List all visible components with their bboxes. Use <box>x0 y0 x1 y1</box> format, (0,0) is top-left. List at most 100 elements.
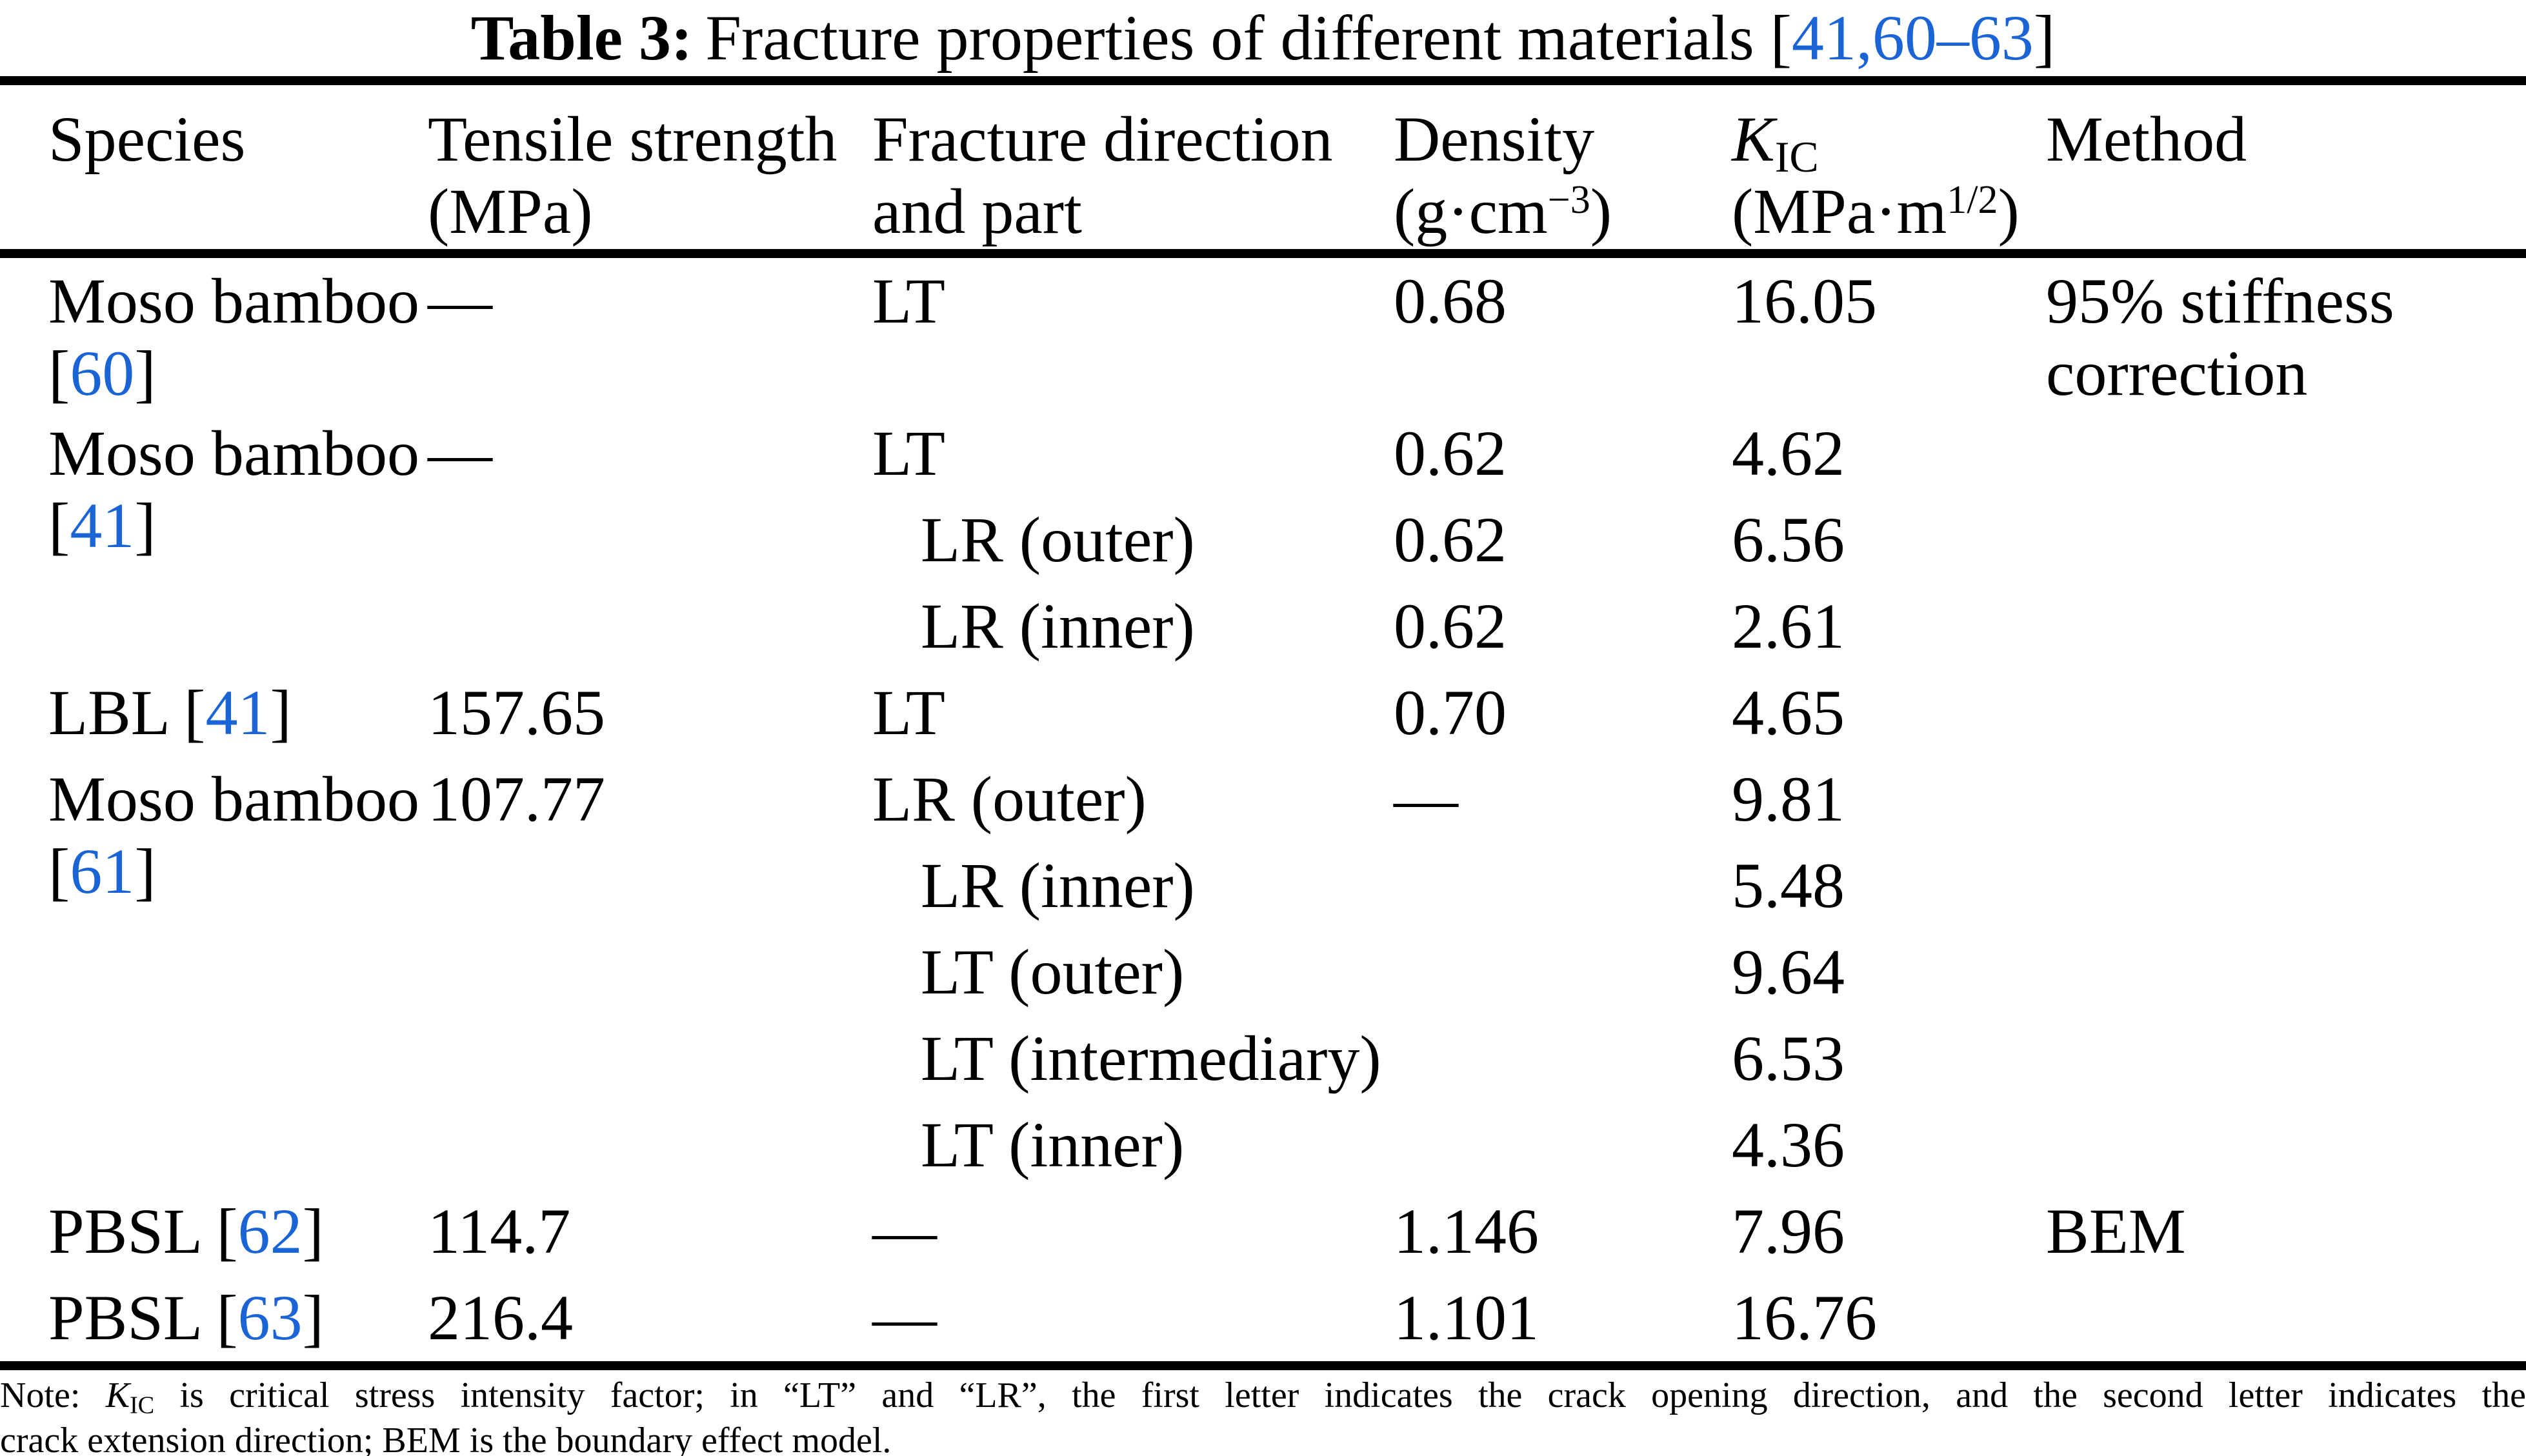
cell-kic: 4.36 <box>1732 1109 1845 1181</box>
header-row: Species Tensile strength (MPa) Fracture d… <box>0 85 2526 249</box>
cell-density: 0.62 <box>1394 504 1507 575</box>
cell-method <box>2046 670 2526 756</box>
table-row: Moso bamboo [60] — LT 0.68 16.05 95% stif… <box>0 258 2526 410</box>
table-row: LT (inner) 4.36 <box>0 1102 2526 1188</box>
cell-kic: 7.96 <box>1732 1195 1845 1267</box>
bracket-open: [ <box>48 490 70 561</box>
cell-density: 0.62 <box>1394 590 1507 662</box>
cell-tensile: 114.7 <box>428 1195 571 1267</box>
cell-kic: 9.64 <box>1732 936 1845 1008</box>
cell-kic: 9.81 <box>1732 763 1845 835</box>
citation-link[interactable]: 62 <box>237 1195 303 1267</box>
citation-link[interactable]: 61 <box>70 835 135 907</box>
cell-kic: 16.76 <box>1732 1282 1877 1353</box>
cell-fracture: LT (outer) <box>921 936 1185 1008</box>
cell-kic: 4.62 <box>1732 417 1845 489</box>
bracket-close: ] <box>134 337 156 409</box>
bracket-close: ] <box>302 1282 324 1353</box>
table-caption-text: Fracture properties of different materia… <box>705 2 1770 74</box>
kic-symbol: K <box>105 1375 130 1415</box>
header-bottom-rule <box>0 249 2526 258</box>
table-row: PBSL [63] 216.4 — 1.101 16.76 <box>0 1275 2526 1361</box>
cell-species: PBSL [63] <box>48 1282 324 1353</box>
table-bottom-rule <box>0 1361 2526 1370</box>
cell-tensile: 107.77 <box>428 763 605 835</box>
cell-species: LBL [41] <box>48 677 292 748</box>
table-row: PBSL [62] 114.7 — 1.146 7.96 BEM <box>0 1188 2526 1275</box>
bracket-open: [ <box>48 835 70 907</box>
cell-species: Moso bamboo [61] <box>48 763 419 907</box>
cell-tensile: — <box>428 417 492 489</box>
kic-subscript: IC <box>130 1391 155 1419</box>
cell-density: 1.146 <box>1394 1195 1539 1267</box>
bracket-close: ] <box>2033 2 2056 74</box>
kic-exponent: 1/2 <box>1947 178 1998 222</box>
kic-subscript: IC <box>1774 132 1819 181</box>
title-citation-link[interactable]: 41,60–63 <box>1791 2 2034 74</box>
cell-density: 0.62 <box>1394 417 1507 489</box>
fracture-properties-table-header: Species Tensile strength (MPa) Fracture d… <box>0 85 2526 249</box>
cell-density: 0.68 <box>1394 265 1507 337</box>
header-tensile-strength: Tensile strength (MPa) <box>428 103 837 247</box>
cell-fracture: — <box>872 1195 937 1267</box>
bracket-open: [ <box>48 337 70 409</box>
table-row: LBL [41] 157.65 LT 0.70 4.65 <box>0 670 2526 756</box>
cell-kic: 5.48 <box>1732 850 1845 921</box>
table-row: Moso bamboo [41] — LT 0.62 4.62 <box>0 410 2526 561</box>
cell-method <box>2046 410 2526 670</box>
cell-kic: 2.61 <box>1732 590 1845 662</box>
table-row: LR (inner) 0.62 2.61 <box>0 583 2526 670</box>
cell-species: Moso bamboo [60] <box>48 265 419 409</box>
bracket-close: ] <box>302 1195 324 1267</box>
cell-fracture: LT (intermediary) <box>921 1022 1381 1094</box>
cell-density: 1.101 <box>1394 1282 1539 1353</box>
header-kic: KIC (MPa·m1/2) <box>1732 103 2020 247</box>
cell-density: — <box>1394 763 1458 835</box>
cell-method: BEM <box>2046 1195 2186 1267</box>
table-top-rule <box>0 76 2526 85</box>
cell-kic: 6.56 <box>1732 504 1845 575</box>
cell-method <box>2046 756 2526 1188</box>
table-row: LT (intermediary) 6.53 <box>0 1015 2526 1102</box>
bracket-open: [ <box>184 677 206 748</box>
density-exponent: −3 <box>1547 178 1590 222</box>
kic-symbol: K <box>1732 103 1775 175</box>
bracket-close: ] <box>134 835 156 907</box>
cell-density: 0.70 <box>1394 677 1507 748</box>
fracture-properties-table-body: Moso bamboo [60] — LT 0.68 16.05 95% stif… <box>0 258 2526 1361</box>
cell-fracture: LT <box>872 677 945 748</box>
header-species: Species <box>48 103 246 175</box>
citation-link[interactable]: 63 <box>237 1282 303 1353</box>
cell-fracture: LR (outer) <box>921 504 1195 575</box>
cell-fracture: LR (inner) <box>921 590 1195 662</box>
cell-method <box>2046 1275 2526 1361</box>
bracket-open: [ <box>216 1282 238 1353</box>
header-fracture-direction: Fracture direction and part <box>872 103 1333 247</box>
citation-link[interactable]: 60 <box>70 337 135 409</box>
cell-fracture: LT <box>872 417 945 489</box>
cell-tensile: — <box>428 265 492 337</box>
cell-tensile: 157.65 <box>428 677 605 748</box>
cell-fracture: LR (outer) <box>872 763 1147 835</box>
table-row: LR (inner) 5.48 <box>0 843 2526 929</box>
table-number-label: Table 3: <box>470 2 693 74</box>
cell-fracture: — <box>872 1282 937 1353</box>
bracket-open: [ <box>1770 2 1792 74</box>
page-title: Table 3: Fracture properties of different… <box>0 0 2526 76</box>
table-note: Note: KIC is critical stress intensity f… <box>0 1373 2526 1456</box>
cell-kic: 6.53 <box>1732 1022 1845 1094</box>
cell-fracture: LR (inner) <box>921 850 1195 921</box>
note-line-2: crack extension direction; BEM is the bo… <box>0 1421 892 1456</box>
citation-link[interactable]: 41 <box>205 677 270 748</box>
table-row: LR (outer) 0.62 6.56 <box>0 497 2526 583</box>
cell-tensile: 216.4 <box>428 1282 573 1353</box>
table-row: LT (outer) 9.64 <box>0 929 2526 1015</box>
bracket-close: ] <box>270 677 292 748</box>
note-line-1: Note: KIC is critical stress intensity f… <box>0 1375 2526 1419</box>
header-method: Method <box>2046 103 2247 175</box>
cell-fracture: LT <box>872 265 945 337</box>
cell-kic: 16.05 <box>1732 265 1877 337</box>
cell-species: Moso bamboo [41] <box>48 417 419 561</box>
citation-link[interactable]: 41 <box>70 490 135 561</box>
cell-species: PBSL [62] <box>48 1195 324 1267</box>
